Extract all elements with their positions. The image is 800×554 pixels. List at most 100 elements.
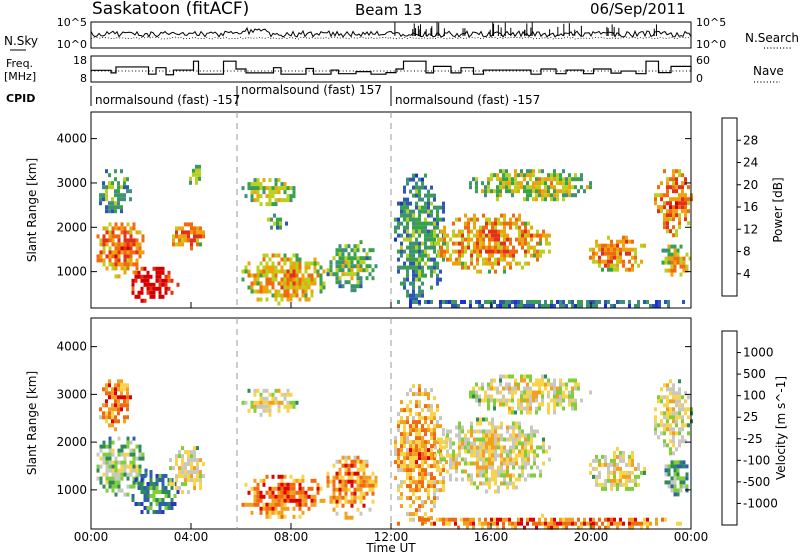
heatmap-cell: [539, 241, 542, 246]
heatmap-cell: [673, 480, 677, 485]
heatmap-cell: [684, 213, 687, 218]
heatmap-cell: [123, 444, 127, 449]
heatmap-cell: [518, 453, 521, 458]
heatmap-cell: [613, 482, 616, 487]
heatmap-cell: [509, 261, 512, 266]
heatmap-cell: [259, 194, 263, 199]
heatmap-cell: [247, 285, 251, 290]
heatmap-cell: [271, 281, 275, 286]
heatmap-cell: [271, 486, 275, 491]
heatmap-cell: [625, 235, 628, 240]
heatmap-cell: [365, 459, 369, 464]
heatmap-cell: [464, 441, 467, 446]
heatmap-cell: [286, 506, 290, 511]
heatmap-cell: [458, 253, 461, 258]
heatmap-cell: [418, 444, 421, 449]
heatmap-cell: [571, 517, 574, 522]
heatmap-cell: [167, 502, 171, 506]
heatmap-cell: [461, 477, 464, 482]
heatmap-cell: [114, 387, 117, 392]
heatmap-cell: [268, 400, 272, 405]
heatmap-cell: [523, 406, 526, 411]
heatmap-cell: [412, 384, 415, 389]
heatmap-cell: [616, 466, 619, 471]
heatmap-cell: [473, 453, 476, 458]
heatmap-cell: [509, 253, 512, 258]
heatmap-cell: [542, 445, 545, 450]
heatmap-cell: [256, 400, 260, 405]
heatmap-cell: [485, 469, 488, 474]
heatmap-cell: [476, 245, 479, 250]
heatmap-cell: [506, 429, 509, 434]
heatmap-cell: [262, 178, 266, 183]
heatmap-cell: [298, 265, 302, 270]
heatmap-cell: [440, 453, 443, 458]
heatmap-cell: [268, 490, 272, 495]
heatmap-cell: [473, 461, 476, 466]
heatmap-cell: [295, 281, 299, 286]
heatmap-cell: [553, 169, 556, 174]
heatmap-cell: [102, 452, 106, 457]
heatmap-cell: [476, 237, 479, 242]
heatmap-cell: [400, 492, 403, 497]
heatmap-cell: [589, 517, 592, 522]
heatmap-cell: [253, 178, 257, 183]
heatmap-cell: [530, 253, 533, 258]
heatmap-cell: [406, 257, 409, 262]
heatmap-cell: [446, 241, 449, 246]
heatmap-cell: [292, 194, 296, 199]
heatmap-cell: [452, 261, 455, 266]
heatmap-cell: [666, 407, 669, 412]
heatmap-cell: [482, 445, 485, 450]
heatmap-cell: [338, 467, 342, 472]
heatmap-cell: [295, 293, 299, 298]
heatmap-cell: [371, 248, 375, 253]
heatmap-cell: [604, 517, 607, 522]
heatmap-cell: [527, 449, 530, 454]
heatmap-cell: [117, 448, 121, 453]
heatmap-cell: [571, 398, 574, 403]
heatmap-cell: [256, 388, 260, 393]
heatmap-cell: [170, 506, 174, 510]
nsky-label: N.Sky: [4, 34, 38, 48]
heatmap-cell: [123, 419, 126, 424]
heatmap-cell: [412, 480, 415, 485]
heatmap-cell: [421, 476, 424, 481]
heatmap-cell: [514, 169, 517, 174]
heatmap-cell: [397, 269, 400, 274]
heatmap-cell: [541, 390, 544, 395]
heatmap-cell: [485, 233, 488, 238]
heatmap-cell: [491, 473, 494, 478]
heatmap-cell: [430, 273, 433, 278]
heatmap-cell: [473, 249, 476, 254]
heatmap-cell: [415, 508, 418, 513]
heatmap-cell: [512, 257, 515, 262]
heatmap-cell: [676, 488, 680, 493]
heatmap-cell: [669, 399, 672, 404]
heatmap-cell: [274, 190, 278, 195]
heatmap-cell: [478, 398, 481, 403]
heatmap-cell: [461, 261, 464, 266]
heatmap-cell: [406, 472, 409, 477]
heatmap-cell: [533, 249, 536, 254]
heatmap-cell: [467, 229, 470, 234]
heatmap-cell: [149, 506, 153, 510]
heatmap-cell: [265, 289, 269, 294]
heatmap-cell: [497, 485, 500, 490]
heatmap-cell: [607, 255, 610, 260]
heatmap-cell: [613, 243, 616, 248]
xtick-label: 16:00: [474, 530, 509, 544]
heatmap-cell: [542, 441, 545, 446]
heatmap-cell: [500, 481, 503, 486]
heatmap-cell: [280, 502, 284, 507]
heatmap-cell: [143, 498, 147, 502]
heatmap-cell: [123, 185, 126, 190]
heatmap-cell: [506, 457, 509, 462]
heatmap-cell: [409, 201, 412, 206]
heatmap-cell: [146, 274, 150, 279]
heatmap-cell: [189, 180, 192, 185]
heatmap-cell: [430, 265, 433, 270]
heatmap-cell: [356, 260, 360, 265]
heatmap-cell: [190, 450, 193, 455]
